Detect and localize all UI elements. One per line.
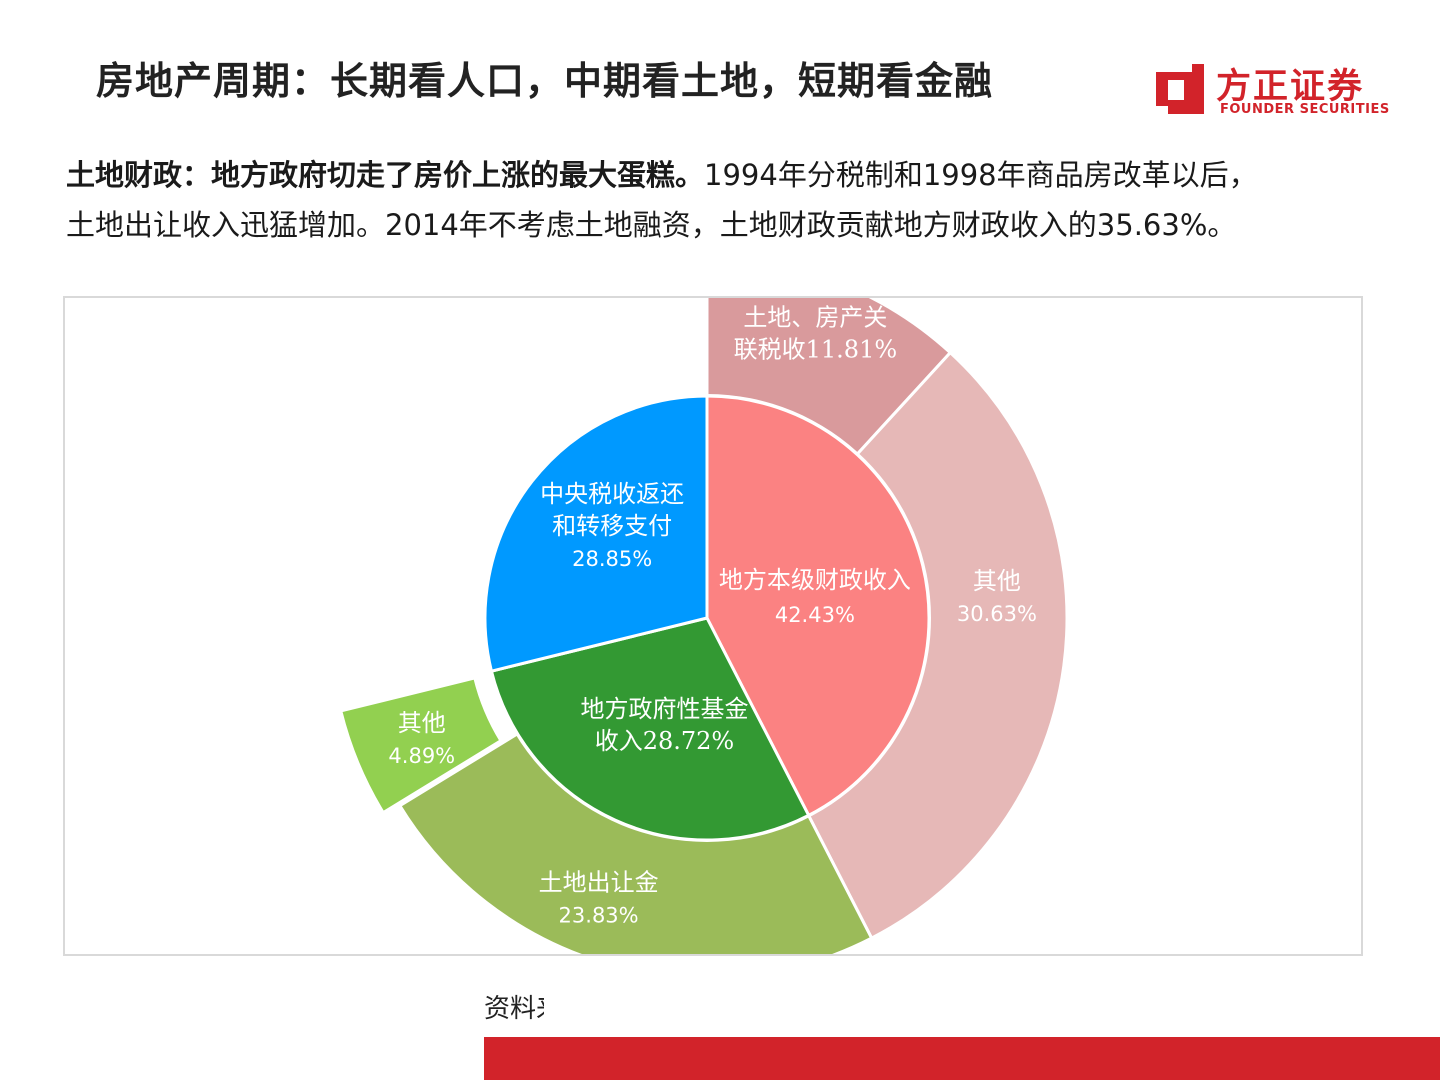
outer-label-name: 其他 — [398, 709, 446, 737]
inner-label-value: 28.85% — [572, 547, 652, 571]
outer-label-name: 土地、房产关 — [743, 303, 887, 331]
founder-logo-icon — [1156, 64, 1204, 114]
outer-label-value: 23.83% — [559, 904, 639, 928]
inner-label-value: 42.43% — [775, 603, 855, 627]
outer-label-value: 30.63% — [957, 602, 1037, 626]
outer-label-name: 其他 — [973, 567, 1021, 595]
inner-label-name: 和转移支付 — [552, 512, 672, 540]
outer-slice — [338, 676, 504, 815]
inner-label-name: 地方政府性基金 — [580, 695, 748, 723]
footer-bar — [484, 1037, 1440, 1080]
intro-text: 土地财政：地方政府切走了房价上涨的最大蛋糕。1994年分税制和1998年商品房改… — [66, 150, 1386, 250]
outer-label-name: 土地出让金 — [539, 869, 659, 897]
inner-slice — [705, 394, 931, 818]
logo-en-text: FOUNDER SECURITIES — [1220, 102, 1390, 117]
source-note: 资料来源 — [484, 994, 544, 1024]
intro-line-2: 土地出让收入迅猛增加。2014年不考虑土地融资，土地财政贡献地方财政收入的35.… — [66, 208, 1237, 242]
outer-label-value: 4.89% — [388, 744, 455, 768]
outer-label-value: 联税收11.81% — [734, 335, 898, 363]
intro-bold: 土地财政：地方政府切走了房价上涨的最大蛋糕。 — [66, 158, 705, 192]
founder-securities-logo: 方正证券 FOUNDER SECURITIES — [1150, 58, 1390, 122]
intro-rest: 1994年分税制和1998年商品房改革以后， — [704, 158, 1258, 192]
slide-title: 房地产周期：长期看人口，中期看土地，短期看金融 — [96, 59, 994, 103]
inner-label-value: 收入28.72% — [595, 727, 735, 755]
inner-slice — [483, 394, 709, 673]
intro-line-1: 土地财政：地方政府切走了房价上涨的最大蛋糕。1994年分税制和1998年商品房改… — [66, 150, 1386, 200]
inner-label-name: 中央税收返还 — [540, 480, 684, 508]
inner-slice — [489, 616, 811, 842]
inner-label-name: 地方本级财政收入 — [719, 566, 911, 594]
logo-cn-text: 方正证券 — [1216, 67, 1365, 107]
chart-frame: 地方本级财政收入 42.43% 地方政府性基金 收入28.72% 中央税收返还 和转移支付… — [63, 296, 1363, 956]
